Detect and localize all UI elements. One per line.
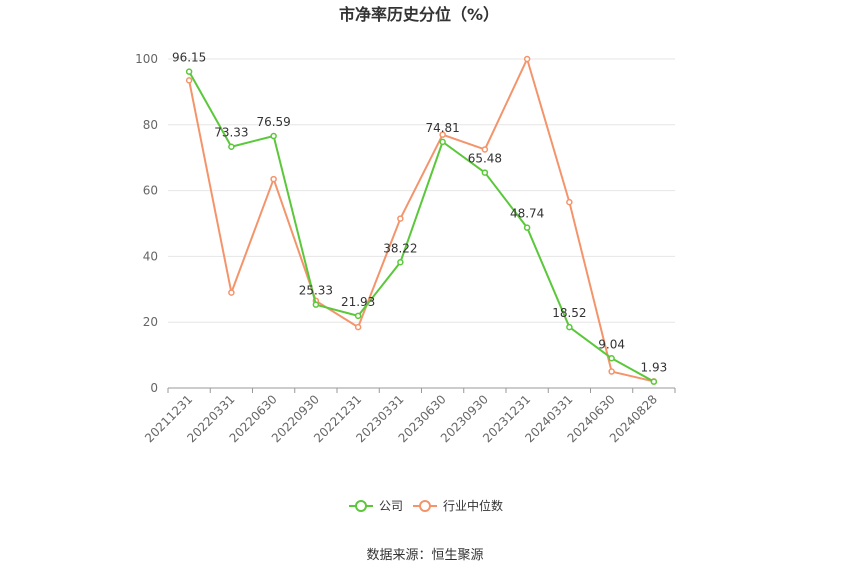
data-point [523,55,531,63]
series-line-1 [188,58,655,383]
data-label: 76.59 [256,115,290,129]
data-point [439,131,446,138]
data-point [608,368,615,375]
data-point [228,143,235,150]
data-point [312,301,320,308]
y-tick-label: 60 [143,184,158,198]
data-label: 18.52 [552,306,586,320]
data-point [270,132,277,140]
series-line-0 [188,71,655,383]
data-point [397,215,404,222]
legend-item-1[interactable]: 行业中位数 [413,498,503,513]
legend-item-0[interactable]: 公司 [349,499,403,513]
data-label: 9.04 [598,337,625,351]
data-point [566,323,573,331]
data-label: 96.15 [172,51,206,65]
data-point [439,138,446,146]
data-label: 25.33 [299,284,333,298]
data-label: 38.22 [383,241,417,255]
data-point [228,289,235,296]
source-note: 数据来源：恒生聚源 [366,548,483,563]
data-point [397,259,404,266]
legend-label: 公司 [379,499,403,513]
data-label: 73.33 [214,126,248,140]
data-point [185,77,193,84]
data-label: 1.93 [641,361,668,375]
data-label: 48.74 [510,207,544,221]
grid-lines [168,58,675,323]
data-point [354,312,362,320]
data-point [481,169,489,176]
data-point [185,68,193,75]
data-point [270,175,277,183]
legend[interactable]: 公司 行业中位数 [349,498,503,513]
y-tick-label: 80 [143,118,158,132]
legend-swatch-marker [355,500,367,512]
x-axis: 2021123120220331202206302022093020221231… [142,387,676,445]
data-point [566,198,573,206]
data-point [354,323,362,331]
series-group [185,55,658,385]
y-tick-label: 20 [143,315,158,329]
y-tick-label: 0 [150,381,158,395]
data-point [481,146,489,153]
legend-swatch-marker [419,500,431,512]
data-point [523,224,531,231]
data-label: 21.93 [341,295,375,309]
y-tick-label: 100 [135,52,158,66]
legend-label: 行业中位数 [443,498,503,513]
y-tick-label: 40 [143,249,158,263]
y-axis: 0 20 40 60 80 100 [135,52,158,395]
data-labels: 96.15 73.33 76.59 25.33 21.93 38.22 74.81 65.48… [172,51,667,375]
chart-title: 市净率历史分位（%） [339,5,499,24]
data-point [608,355,615,362]
data-label: 74.81 [425,121,459,135]
data-label: 65.48 [468,152,502,166]
data-point [650,378,658,385]
